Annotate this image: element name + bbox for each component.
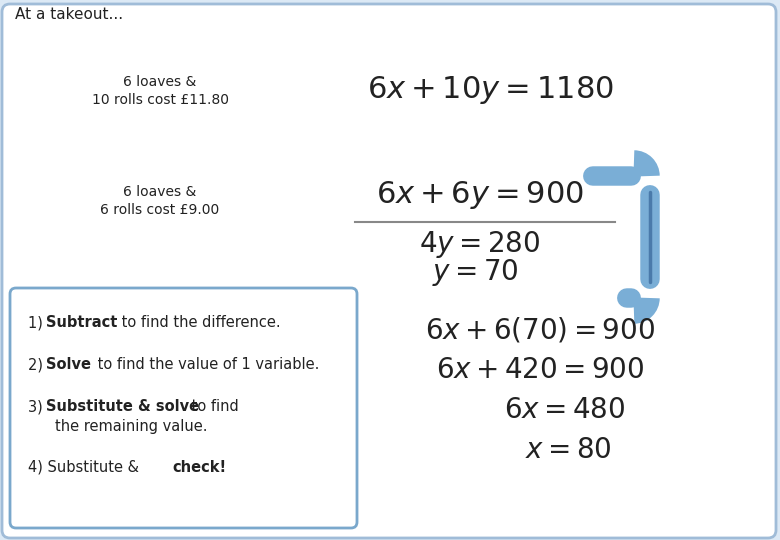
Text: to find: to find <box>187 399 239 414</box>
Text: $6x = 480$: $6x = 480$ <box>505 396 626 424</box>
Text: $6x + 6(70) = 900$: $6x + 6(70) = 900$ <box>425 315 655 345</box>
Text: $6x + 6y = 900$: $6x + 6y = 900$ <box>376 179 584 211</box>
Text: Solve: Solve <box>46 357 91 372</box>
Text: $y = 70$: $y = 70$ <box>431 256 519 287</box>
Text: the remaining value.: the remaining value. <box>55 419 207 434</box>
Text: 10 rolls cost £11.80: 10 rolls cost £11.80 <box>91 93 229 107</box>
Text: to find the value of 1 variable.: to find the value of 1 variable. <box>93 357 319 372</box>
Text: 3): 3) <box>28 399 48 414</box>
Text: to find the difference.: to find the difference. <box>117 315 281 330</box>
Text: Substitute & solve: Substitute & solve <box>46 399 199 414</box>
FancyBboxPatch shape <box>10 288 357 528</box>
Text: 6 loaves &: 6 loaves & <box>123 75 197 89</box>
Text: $x = 80$: $x = 80$ <box>525 436 612 464</box>
Text: At a takeout...: At a takeout... <box>15 7 123 22</box>
Text: 6 rolls cost £9.00: 6 rolls cost £9.00 <box>101 203 220 217</box>
Text: 2): 2) <box>28 357 48 372</box>
Text: 6 loaves &: 6 loaves & <box>123 185 197 199</box>
Text: check!: check! <box>172 460 226 475</box>
Text: $6x + 10y = 1180$: $6x + 10y = 1180$ <box>367 74 613 106</box>
FancyBboxPatch shape <box>2 4 776 538</box>
Text: $4y = 280$: $4y = 280$ <box>420 230 541 260</box>
Text: Subtract: Subtract <box>46 315 117 330</box>
Text: 4) Substitute &: 4) Substitute & <box>28 460 148 475</box>
Text: 1): 1) <box>28 315 48 330</box>
Text: $6x + 420 = 900$: $6x + 420 = 900$ <box>436 356 644 384</box>
